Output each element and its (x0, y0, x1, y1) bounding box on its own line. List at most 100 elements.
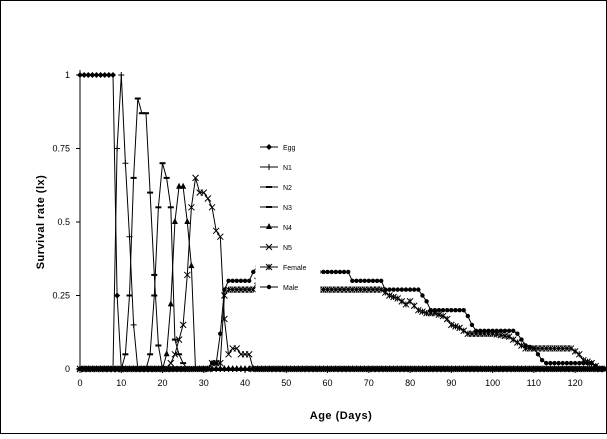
data-point (387, 287, 392, 292)
data-point (403, 287, 409, 292)
data-point (567, 345, 575, 352)
data-point (420, 293, 425, 298)
data-point (93, 72, 100, 78)
data-point (245, 350, 253, 358)
y-tick-label: 1 (65, 70, 70, 80)
legend-label: N5 (283, 245, 292, 252)
legend-label: Female (283, 265, 306, 272)
data-point (180, 182, 187, 189)
data-point (581, 360, 586, 366)
data-point (329, 269, 334, 275)
data-point (548, 360, 553, 366)
data-point (233, 345, 241, 352)
data-point (428, 308, 433, 313)
data-point (179, 321, 187, 329)
data-point (571, 348, 579, 355)
data-point (453, 308, 458, 313)
data-point (416, 287, 421, 292)
data-point (435, 311, 443, 318)
data-point (85, 72, 92, 78)
data-point (212, 227, 220, 235)
data-point (217, 365, 224, 371)
data-point (97, 72, 104, 78)
data-point (172, 366, 178, 372)
data-point (560, 360, 565, 366)
data-point (399, 287, 405, 292)
data-point (131, 366, 136, 372)
legend-marker (266, 223, 272, 229)
data-point (597, 366, 603, 372)
data-point (457, 308, 462, 313)
data-point (394, 295, 402, 302)
data-point (233, 365, 240, 371)
data-point (218, 331, 223, 336)
data-point (358, 278, 363, 283)
data-point (478, 328, 483, 333)
data-point (519, 337, 524, 342)
data-point (473, 328, 479, 333)
data-point (337, 269, 343, 275)
data-point (119, 366, 124, 372)
data-point (160, 366, 165, 372)
data-point (122, 160, 129, 167)
data-point (89, 72, 96, 78)
data-point (192, 174, 199, 182)
legend-item: N1 (260, 164, 292, 172)
data-point (572, 360, 578, 366)
data-point (114, 145, 121, 152)
x-tick-label: 30 (199, 378, 209, 388)
data-point (350, 278, 355, 283)
y-tick-label: 0 (65, 364, 70, 374)
legend-marker (266, 284, 272, 290)
legend-marker (266, 144, 272, 150)
data-point (575, 350, 583, 358)
data-point (216, 233, 224, 241)
legend-box (255, 136, 321, 308)
series-layer (76, 72, 607, 373)
data-point (515, 331, 520, 336)
data-point (341, 269, 347, 275)
data-point (135, 366, 140, 372)
data-point (370, 278, 376, 283)
x-tick-label: 70 (364, 378, 374, 388)
data-point (490, 328, 495, 333)
data-point (209, 365, 216, 371)
data-point (216, 359, 224, 367)
data-point (171, 350, 179, 358)
data-point (123, 366, 128, 372)
data-point (189, 366, 194, 372)
data-point (366, 278, 372, 283)
data-point (345, 269, 351, 275)
legend-label: Egg (283, 145, 296, 152)
data-point (163, 350, 170, 357)
data-point (201, 366, 206, 372)
data-point (424, 299, 429, 304)
data-point (436, 308, 442, 313)
data-point (386, 292, 393, 299)
data-point (465, 313, 471, 319)
data-point (102, 366, 107, 372)
series-male (77, 263, 607, 372)
legend-item: N5 (260, 243, 292, 252)
data-point (118, 72, 125, 78)
data-point (176, 366, 182, 372)
data-point (378, 278, 384, 283)
legend-item: N2 (260, 185, 292, 192)
legend-marker (266, 164, 272, 170)
legend-marker (265, 243, 273, 251)
data-point (175, 336, 183, 343)
data-point (208, 203, 216, 211)
data-point (147, 366, 153, 372)
data-point (452, 323, 459, 330)
data-point (185, 366, 190, 372)
data-point (469, 322, 475, 328)
x-tick-label: 110 (527, 378, 541, 388)
data-point (505, 333, 513, 341)
data-point (139, 366, 145, 372)
data-point (209, 360, 215, 366)
data-point (86, 366, 91, 372)
data-point (445, 308, 450, 313)
data-point (577, 360, 582, 366)
data-point (374, 278, 380, 283)
